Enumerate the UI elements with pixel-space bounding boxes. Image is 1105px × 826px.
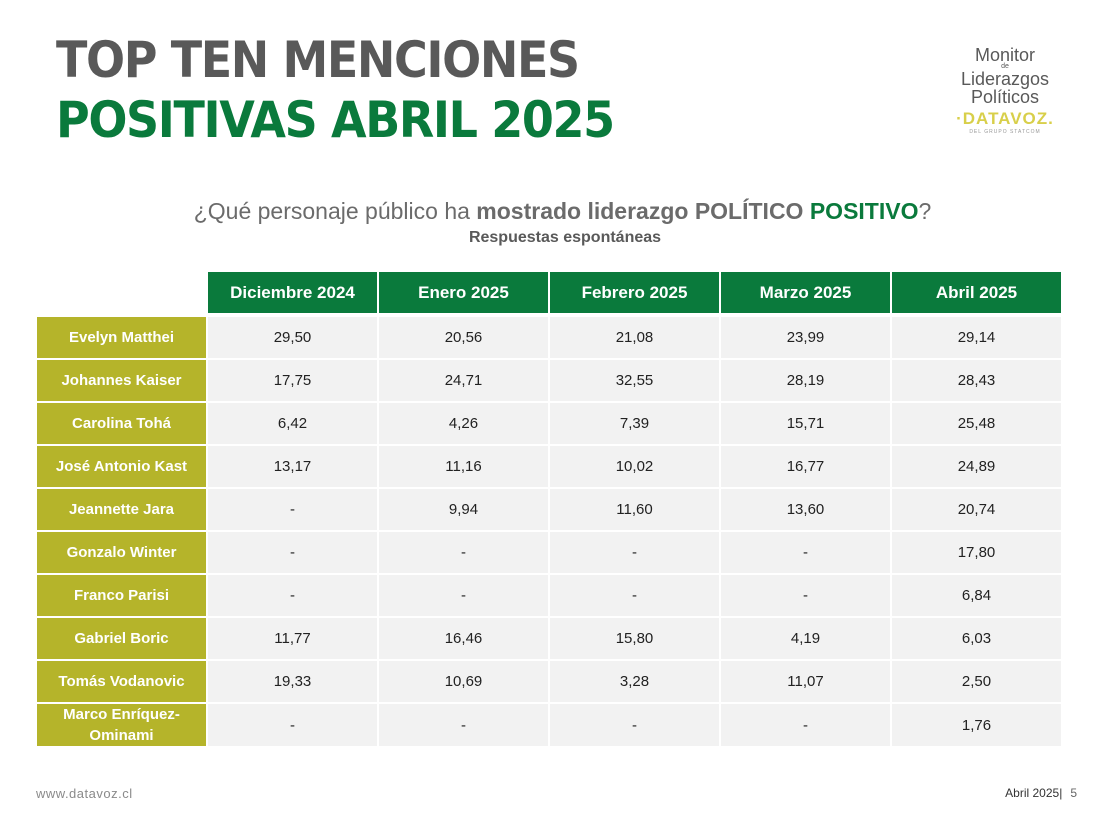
- table-cell: 10,02: [548, 444, 720, 488]
- survey-question: ¿Qué personaje público ha mostrado lider…: [0, 198, 1105, 225]
- table-cell: 17,80: [890, 530, 1061, 574]
- table-cell: 19,33: [206, 659, 378, 703]
- row-name: Carolina Tohá: [37, 401, 207, 445]
- page-number: 5: [1070, 786, 1077, 800]
- row-name: Jeannette Jara: [37, 487, 207, 531]
- table-cell: 7,39: [548, 401, 720, 445]
- table-header-row: Diciembre 2024 Enero 2025 Febrero 2025 M…: [37, 272, 1061, 315]
- logo-line-2: Liderazgos: [960, 69, 1050, 89]
- datavoz-brand: ·DATAVOZ.: [956, 109, 1054, 128]
- footer-page-info: Abril 2025| 5: [1005, 786, 1077, 800]
- table-cell: 25,48: [890, 401, 1061, 445]
- table-row: Franco Parisi - - - - 6,84: [37, 573, 1061, 617]
- column-header: Diciembre 2024: [206, 272, 378, 315]
- row-name: Johannes Kaiser: [37, 358, 207, 402]
- mentions-table: Diciembre 2024 Enero 2025 Febrero 2025 M…: [37, 272, 1061, 746]
- table-cell: 21,08: [548, 313, 720, 359]
- question-part-4: ?: [918, 198, 932, 224]
- table-row: Marco Enríquez-Ominami - - - - 1,76: [37, 702, 1061, 746]
- column-header: Marzo 2025: [719, 272, 891, 315]
- table-cell: 24,89: [890, 444, 1061, 488]
- table-cell: -: [377, 702, 549, 746]
- table-cell: -: [548, 530, 720, 574]
- table-cell: 6,42: [206, 401, 378, 445]
- table-cell: 24,71: [377, 358, 549, 402]
- table-cell: 2,50: [890, 659, 1061, 703]
- table-cell: 13,17: [206, 444, 378, 488]
- table-cell: 20,74: [890, 487, 1061, 531]
- logo-line-3: Políticos: [970, 87, 1040, 107]
- table-cell: -: [719, 573, 891, 617]
- table-cell: 6,03: [890, 616, 1061, 660]
- footer-url[interactable]: www.datavoz.cl: [36, 786, 133, 801]
- table-cell: -: [377, 530, 549, 574]
- table-row: Evelyn Matthei 29,50 20,56 21,08 23,99 2…: [37, 313, 1061, 359]
- table-cell: 20,56: [377, 313, 549, 359]
- table-cell: 15,71: [719, 401, 891, 445]
- table-cell: 3,28: [548, 659, 720, 703]
- table-cell: 11,16: [377, 444, 549, 488]
- table-cell: 10,69: [377, 659, 549, 703]
- title-line-2: POSITIVAS ABRIL 2025: [56, 91, 615, 149]
- table-cell: 16,77: [719, 444, 891, 488]
- table-cell: 16,46: [377, 616, 549, 660]
- table-row: Tomás Vodanovic 19,33 10,69 3,28 11,07 2…: [37, 659, 1061, 703]
- monitor-logo: Monitor de Liderazgos Políticos ·DATAVOZ…: [945, 46, 1065, 136]
- table-cell: 29,50: [206, 313, 378, 359]
- row-name: Tomás Vodanovic: [37, 659, 207, 703]
- table-cell: 4,26: [377, 401, 549, 445]
- brand-subtitle: DEL GRUPO STATCOM: [969, 129, 1041, 135]
- table-row: Gonzalo Winter - - - - 17,80: [37, 530, 1061, 574]
- table-cell: -: [548, 573, 720, 617]
- footer-date: Abril 2025|: [1005, 786, 1063, 800]
- row-name: Gabriel Boric: [37, 616, 207, 660]
- question-part-3: POSITIVO: [809, 198, 919, 224]
- table-row: Carolina Tohá 6,42 4,26 7,39 15,71 25,48: [37, 401, 1061, 445]
- table-cell: 9,94: [377, 487, 549, 531]
- header-corner: [37, 272, 207, 315]
- table-cell: -: [719, 702, 891, 746]
- column-header: Febrero 2025: [548, 272, 720, 315]
- table-cell: -: [206, 702, 378, 746]
- title-line-1: TOP TEN MENCIONES: [56, 31, 580, 89]
- table-cell: 1,76: [890, 702, 1061, 746]
- table-cell: -: [719, 530, 891, 574]
- column-header: Enero 2025: [377, 272, 549, 315]
- question-part-2: mostrado liderazgo POLÍTICO: [476, 198, 810, 224]
- table-cell: 13,60: [719, 487, 891, 531]
- table-cell: -: [206, 487, 378, 531]
- table-cell: 17,75: [206, 358, 378, 402]
- table-row: Jeannette Jara - 9,94 11,60 13,60 20,74: [37, 487, 1061, 531]
- row-name: Gonzalo Winter: [37, 530, 207, 574]
- table-cell: -: [206, 530, 378, 574]
- table-cell: -: [548, 702, 720, 746]
- table-cell: 6,84: [890, 573, 1061, 617]
- table-cell: 28,43: [890, 358, 1061, 402]
- table-cell: 29,14: [890, 313, 1061, 359]
- table-cell: 23,99: [719, 313, 891, 359]
- logo-de: de: [1001, 63, 1009, 70]
- column-header: Abril 2025: [890, 272, 1061, 315]
- table-cell: 11,77: [206, 616, 378, 660]
- page-title: TOP TEN MENCIONES POSITIVAS ABRIL 2025: [56, 30, 615, 150]
- table-cell: 15,80: [548, 616, 720, 660]
- row-name: Franco Parisi: [37, 573, 207, 617]
- question-part-1: ¿Qué personaje público ha: [193, 198, 477, 224]
- table-cell: 32,55: [548, 358, 720, 402]
- table-cell: 11,07: [719, 659, 891, 703]
- row-name: José Antonio Kast: [37, 444, 207, 488]
- table-cell: 28,19: [719, 358, 891, 402]
- table-row: José Antonio Kast 13,17 11,16 10,02 16,7…: [37, 444, 1061, 488]
- table-cell: -: [377, 573, 549, 617]
- logo-line-1: Monitor: [974, 45, 1036, 65]
- table-cell: 4,19: [719, 616, 891, 660]
- row-name: Marco Enríquez-Ominami: [37, 702, 207, 746]
- table-row: Gabriel Boric 11,77 16,46 15,80 4,19 6,0…: [37, 616, 1061, 660]
- row-name: Evelyn Matthei: [37, 313, 207, 359]
- table-cell: -: [206, 573, 378, 617]
- question-subtitle: Respuestas espontáneas: [468, 229, 662, 246]
- table-row: Johannes Kaiser 17,75 24,71 32,55 28,19 …: [37, 358, 1061, 402]
- table-cell: 11,60: [548, 487, 720, 531]
